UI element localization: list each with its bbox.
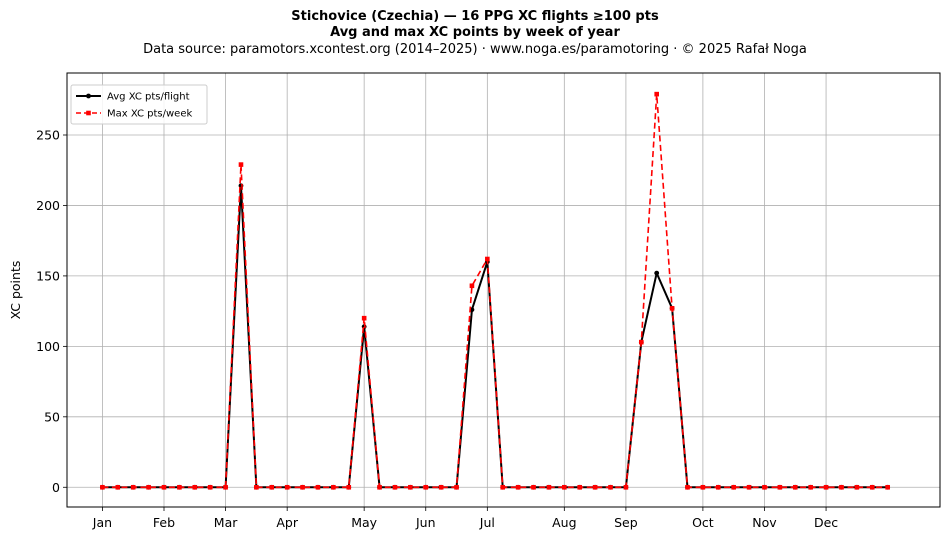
max-data-point: [346, 484, 352, 490]
max-data-point: [438, 484, 444, 490]
x-tick-label: Nov: [752, 515, 777, 530]
y-tick-label: 0: [52, 480, 60, 495]
max-data-point: [792, 484, 798, 490]
max-data-point: [192, 484, 198, 490]
grid: [67, 73, 940, 507]
y-axis-label: XC points: [8, 261, 23, 320]
x-tick-label: Mar: [214, 515, 238, 530]
max-data-point: [669, 306, 675, 311]
legend-box: [70, 84, 208, 125]
max-data-point: [100, 484, 105, 490]
x-tick-label: Aug: [552, 515, 576, 530]
y-tick-label: 50: [44, 409, 60, 424]
max-data-point: [746, 484, 752, 490]
max-data-point: [531, 484, 536, 490]
legend-max-marker: [86, 110, 91, 116]
max-data-point: [562, 484, 567, 490]
max-data-point: [623, 484, 629, 490]
max-data-point: [300, 484, 305, 490]
max-data-point: [715, 484, 721, 490]
max-data-point: [654, 91, 659, 97]
max-data-point: [207, 484, 213, 490]
max-data-point: [269, 484, 275, 490]
legend-label-max: Max XC pts/week: [107, 109, 192, 120]
max-data-point: [885, 484, 890, 490]
max-data-point: [254, 484, 259, 490]
max-data-point: [839, 484, 844, 490]
avg-series-points: [100, 183, 891, 490]
max-data-point: [577, 484, 583, 490]
legend: Avg XC pts/flight Max XC pts/week: [70, 84, 208, 125]
max-data-point: [454, 484, 459, 490]
x-tick-label: Dec: [814, 515, 838, 530]
max-data-point: [515, 484, 521, 490]
chart-title: Stichovice (Czechia) — 16 PPG XC flights…: [291, 9, 659, 24]
max-data-point: [854, 484, 860, 490]
max-data-point: [639, 339, 644, 345]
y-tick-label: 200: [36, 198, 60, 213]
avg-series-line: [102, 184, 888, 489]
max-data-point: [115, 484, 121, 490]
y-tick-label: 150: [36, 268, 60, 283]
max-data-point: [361, 315, 367, 321]
plot-frame: [66, 72, 941, 508]
max-data-point: [731, 484, 736, 490]
max-series-points: [100, 91, 890, 490]
max-series-line: [102, 93, 888, 489]
max-data-point: [546, 484, 552, 490]
max-data-point: [608, 484, 613, 490]
max-data-point: [377, 484, 382, 490]
max-data-point: [177, 484, 182, 490]
max-data-point: [238, 162, 244, 167]
x-tick-label: Jan: [92, 515, 112, 530]
y-tick-label: 250: [36, 128, 60, 143]
max-data-point: [700, 484, 706, 490]
max-data-point: [808, 484, 813, 490]
max-data-point: [485, 256, 490, 262]
avg-data-point: [654, 270, 660, 276]
max-data-point: [823, 484, 829, 490]
max-data-point: [762, 484, 767, 490]
x-tick-label: Apr: [276, 515, 298, 530]
x-tick-label: Sep: [614, 515, 638, 530]
x-tick-label: Oct: [692, 515, 714, 530]
legend-avg-marker: [86, 93, 91, 99]
max-data-point: [392, 484, 398, 490]
max-data-point: [685, 484, 690, 490]
series-group: [100, 91, 891, 490]
x-tick-label: Jul: [479, 515, 495, 530]
max-data-point: [500, 484, 506, 490]
max-data-point: [146, 484, 151, 490]
legend-label-avg: Avg XC pts/flight: [107, 92, 190, 103]
max-data-point: [408, 484, 413, 490]
max-data-point: [161, 484, 167, 490]
max-data-point: [331, 484, 336, 490]
max-data-point: [130, 484, 136, 490]
chart-subtitle: Avg and max XC points by week of year: [330, 25, 620, 40]
x-tick-label: Jun: [415, 515, 436, 530]
max-data-point: [423, 484, 429, 490]
max-data-point: [469, 283, 475, 289]
axes: 0 50 100 150 200 250 Jan Feb Mar Apr May Jun Jul Aug S…: [36, 128, 838, 531]
y-tick-label: 100: [36, 339, 60, 354]
x-tick-label: Feb: [153, 515, 175, 530]
max-data-point: [315, 484, 321, 490]
chart-titles: Stichovice (Czechia) — 16 PPG XC flights…: [0, 9, 950, 58]
x-tick-label: May: [351, 515, 377, 530]
max-data-point: [777, 484, 783, 490]
max-data-point: [869, 484, 875, 490]
max-data-point: [284, 484, 290, 490]
chart-source: Data source: paramotors.xcontest.org (20…: [143, 42, 807, 57]
max-data-point: [223, 484, 228, 490]
max-data-point: [592, 484, 598, 490]
